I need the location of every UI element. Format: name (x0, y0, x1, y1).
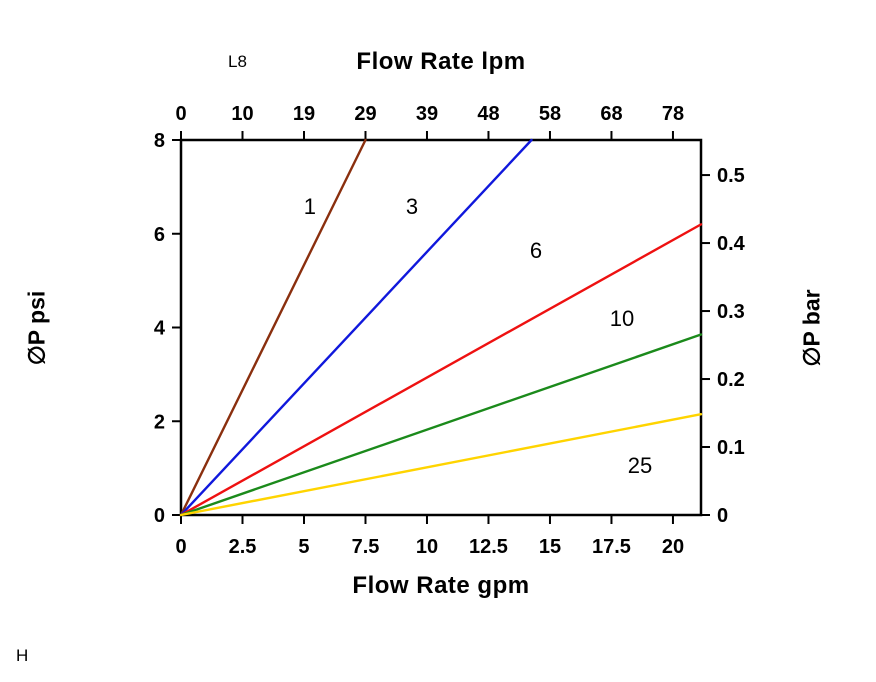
x-top-tick-label: 39 (416, 103, 438, 125)
x-bottom-tick-label: 10 (416, 536, 438, 558)
x-top-tick-label: 10 (231, 103, 253, 125)
x-top-tick-label: 0 (175, 103, 186, 125)
x-top-tick-label: 58 (539, 103, 561, 125)
right-axis-title: ∅P bar (798, 289, 825, 367)
series-label-3: 3 (406, 194, 418, 219)
x-bottom-tick-label: 17.5 (592, 536, 631, 558)
page-footnote: H (16, 646, 29, 665)
y-left-tick-label: 0 (154, 505, 165, 527)
x-top-tick-label: 19 (293, 103, 315, 125)
model-code-label: L8 (228, 52, 247, 71)
series-label-10: 10 (610, 306, 634, 331)
y-left-tick-label: 6 (154, 224, 165, 246)
y-right-tick-label: 0.2 (717, 369, 745, 391)
x-bottom-tick-label: 2.5 (229, 536, 257, 558)
x-bottom-tick-label: 7.5 (352, 536, 380, 558)
series-line-10 (179, 333, 703, 517)
x-top-tick-label: 29 (354, 103, 376, 125)
x-top-tick-label: 78 (662, 103, 684, 125)
x-bottom-tick-label: 20 (662, 536, 684, 558)
y-left-tick-label: 4 (154, 318, 166, 340)
x-bottom-tick-label: 0 (175, 536, 186, 558)
series-line-1 (179, 138, 367, 517)
left-axis-title: ∅P psi (23, 290, 50, 366)
y-right-tick-label: 0.4 (717, 233, 746, 255)
y-right-tick-label: 0.3 (717, 301, 745, 323)
x-top-tick-label: 68 (600, 103, 622, 125)
y-right-tick-label: 0 (717, 505, 728, 527)
bottom-axis-title: Flow Rate gpm (352, 572, 530, 599)
series-line-3 (179, 138, 533, 517)
series-line-25 (179, 413, 703, 517)
top-axis-title: Flow Rate lpm (356, 48, 526, 75)
y-right-tick-label: 0.5 (717, 165, 745, 187)
x-bottom-tick-label: 12.5 (469, 536, 508, 558)
y-left-tick-label: 8 (154, 130, 165, 152)
series-label-1: 1 (304, 194, 316, 219)
series-line-6 (179, 223, 703, 517)
y-right-tick-label: 0.1 (717, 437, 745, 459)
x-top-tick-label: 48 (477, 103, 499, 125)
series-label-6: 6 (530, 238, 542, 263)
series-label-25: 25 (628, 453, 652, 478)
x-bottom-tick-label: 5 (298, 536, 309, 558)
x-bottom-tick-label: 15 (539, 536, 561, 558)
y-left-tick-label: 2 (154, 411, 165, 433)
